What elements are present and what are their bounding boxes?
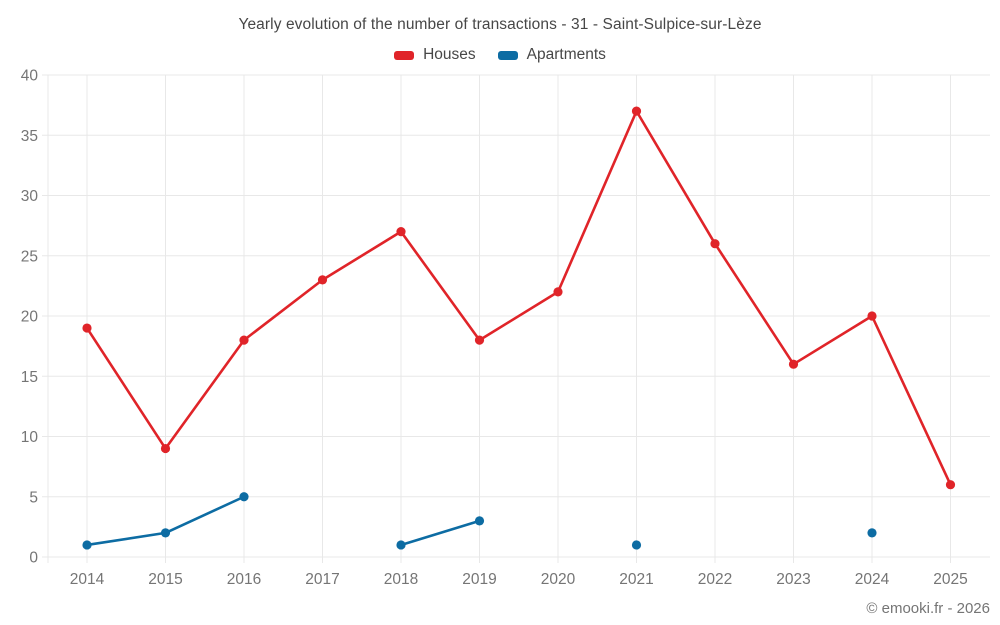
legend-item-houses[interactable]: Houses [394, 46, 476, 64]
houses-point [239, 335, 249, 345]
y-tick-label: 30 [21, 188, 39, 205]
apartments-point [474, 516, 485, 526]
houses-legend-marker-icon [394, 50, 415, 60]
y-tick-label: 0 [29, 550, 38, 567]
apartments-line [399, 519, 481, 547]
houses-point [82, 323, 92, 333]
series-houses [82, 106, 956, 490]
x-axis-labels: 2014 2015 2016 2017 2018 2019 2020 2021 2022 2023… [70, 571, 968, 588]
houses-point [160, 443, 171, 454]
houses-point [474, 335, 485, 345]
x-tick-label: 2021 [619, 571, 653, 588]
houses-point [867, 311, 877, 321]
y-tick-label: 20 [21, 309, 39, 326]
apartments-legend-marker-icon [497, 50, 518, 60]
apartments-point [396, 540, 406, 550]
x-tick-label: 2018 [384, 571, 418, 588]
x-tick-label: 2016 [227, 571, 261, 588]
houses-point [631, 106, 642, 116]
x-tick-label: 2020 [541, 571, 576, 588]
y-tick-label: 35 [21, 128, 38, 145]
chart-title: Yearly evolution of the number of transa… [238, 16, 762, 33]
houses-legend-label: Houses [423, 46, 476, 63]
y-tick-label: 25 [21, 248, 38, 265]
x-tick-label: 2023 [776, 571, 810, 588]
series-apartments [82, 492, 877, 550]
y-tick-label: 15 [21, 369, 38, 386]
x-tick-label: 2025 [933, 571, 967, 588]
y-tick-label: 10 [21, 429, 39, 446]
x-tick-label: 2014 [70, 571, 105, 588]
x-tick-label: 2022 [698, 571, 732, 588]
houses-line [85, 109, 952, 487]
y-tick-label: 40 [21, 68, 39, 85]
houses-point [396, 227, 406, 237]
apartments-point [631, 540, 642, 550]
houses-point [945, 480, 956, 490]
x-tick-label: 2019 [462, 571, 496, 588]
apartments-legend-label: Apartments [526, 46, 606, 63]
x-tick-label: 2015 [148, 571, 182, 588]
houses-point [788, 359, 799, 369]
y-axis-labels: 0 5 10 15 20 25 30 35 40 [21, 68, 39, 567]
houses-point [317, 275, 328, 285]
apartments-point [160, 528, 171, 538]
houses-point [710, 239, 720, 249]
legend-item-apartments[interactable]: Apartments [497, 46, 606, 64]
chart-legend: Houses Apartments [0, 46, 1000, 64]
grid-layer [42, 74, 990, 563]
houses-point [553, 287, 563, 297]
x-tick-label: 2024 [855, 571, 890, 588]
footer-copyright: © emooki.fr - 2026 [866, 600, 990, 617]
y-tick-label: 5 [29, 489, 38, 506]
apartments-point [867, 528, 877, 538]
apartments-point [82, 540, 92, 550]
apartments-point [239, 492, 249, 502]
x-tick-label: 2017 [305, 571, 339, 588]
